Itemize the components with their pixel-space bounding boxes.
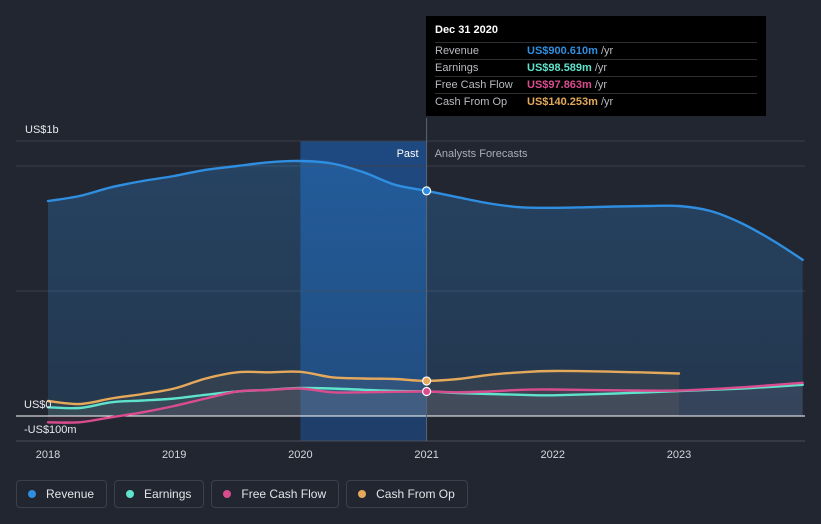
tooltip-label: Earnings bbox=[435, 62, 479, 74]
tooltip-row-cash-from-op: Cash From Op US$140.253m /yr bbox=[435, 93, 757, 110]
y-tick-label: US$1b bbox=[25, 124, 59, 136]
x-tick-label: 2022 bbox=[541, 449, 565, 461]
marker-cash-from-op bbox=[422, 376, 432, 386]
legend-item-earnings[interactable]: Earnings bbox=[114, 480, 205, 508]
legend-label: Cash From Op bbox=[376, 487, 455, 501]
x-tick-label: 2020 bbox=[288, 449, 312, 461]
legend-item-revenue[interactable]: Revenue bbox=[16, 480, 108, 508]
y-tick-label: US$0 bbox=[24, 399, 52, 411]
tooltip-row-revenue: Revenue US$900.610m /yr bbox=[435, 42, 757, 59]
tooltip: Dec 31 2020 Revenue US$900.610m /yr Earn… bbox=[426, 16, 766, 116]
line-cash-from-op bbox=[46, 369, 681, 406]
legend-dot-icon bbox=[28, 490, 36, 498]
legend-label: Earnings bbox=[144, 487, 192, 501]
tooltip-label: Cash From Op bbox=[435, 96, 508, 108]
line-earnings bbox=[46, 383, 804, 410]
past-label: Past bbox=[397, 148, 419, 160]
tooltip-row-earnings: Earnings US$98.589m /yr bbox=[435, 59, 757, 76]
x-tick-label: 2018 bbox=[36, 449, 60, 461]
x-tick-label: 2021 bbox=[414, 449, 438, 461]
legend-item-cash-from-op[interactable]: Cash From Op bbox=[346, 480, 468, 508]
forecast-label: Analysts Forecasts bbox=[435, 148, 528, 160]
tooltip-label: Revenue bbox=[435, 45, 480, 57]
marker-free-cash-flow bbox=[422, 386, 432, 397]
x-tick-label: 2019 bbox=[162, 449, 186, 461]
legend: Revenue Earnings Free Cash Flow Cash Fro… bbox=[16, 480, 468, 508]
marker-revenue bbox=[422, 186, 432, 196]
legend-dot-icon bbox=[223, 490, 232, 498]
legend-item-free-cash-flow[interactable]: Free Cash Flow bbox=[211, 480, 340, 508]
tooltip-row-free-cash-flow: Free Cash Flow US$97.863m /yr bbox=[435, 76, 757, 93]
legend-dot-icon bbox=[126, 490, 135, 498]
tooltip-value: US$98.589m bbox=[527, 62, 592, 74]
tooltip-unit: /yr bbox=[594, 79, 608, 91]
tooltip-date: Dec 31 2020 bbox=[435, 24, 498, 36]
tooltip-value: US$97.863m bbox=[527, 79, 592, 91]
line-free-cash-flow bbox=[46, 381, 804, 424]
tooltip-value: US$900.610m bbox=[527, 45, 598, 57]
area-revenue bbox=[48, 161, 803, 416]
legend-label: Revenue bbox=[46, 487, 95, 501]
legend-label: Free Cash Flow bbox=[241, 487, 327, 501]
tooltip-label: Free Cash Flow bbox=[435, 79, 513, 91]
tooltip-unit: /yr bbox=[600, 96, 614, 108]
legend-dot-icon bbox=[358, 490, 367, 498]
x-tick-label: 2023 bbox=[667, 449, 691, 461]
tooltip-value: US$140.253m bbox=[527, 96, 598, 108]
tooltip-unit: /yr bbox=[600, 45, 614, 57]
y-tick-label: -US$100m bbox=[24, 424, 77, 436]
tooltip-unit: /yr bbox=[594, 62, 608, 74]
